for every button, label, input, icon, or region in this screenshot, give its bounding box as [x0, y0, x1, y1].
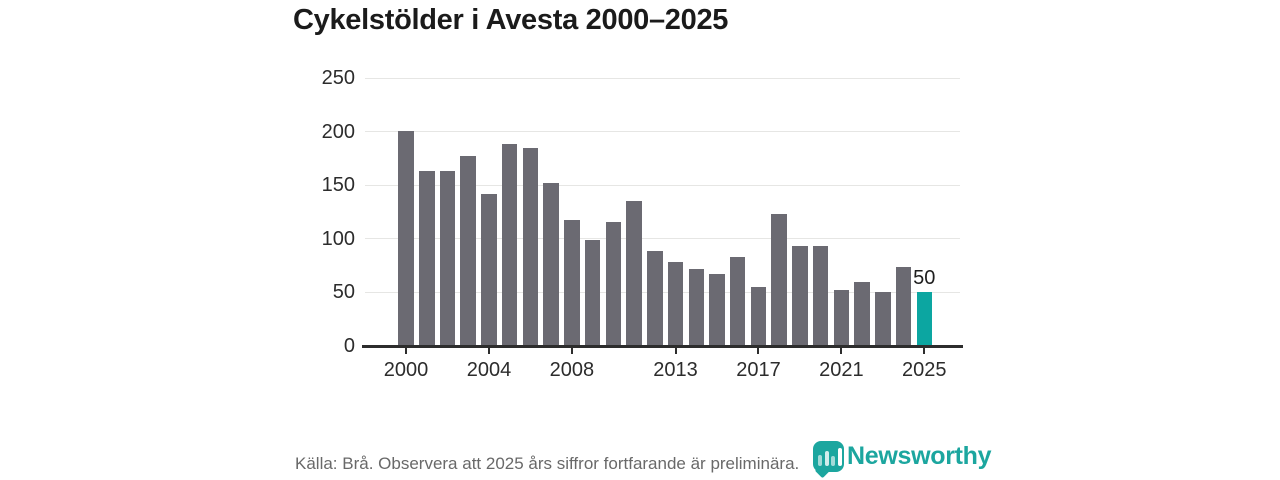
- newsworthy-chart-badge-icon: [813, 441, 844, 472]
- x-axis-tick: [405, 348, 408, 354]
- x-axis-label: 2017: [736, 359, 781, 381]
- x-axis-label: 2021: [819, 359, 864, 381]
- bar-2017: [750, 287, 767, 346]
- bar-2002: [439, 171, 456, 346]
- chart-title: Cykelstölder i Avesta 2000–2025: [293, 4, 729, 36]
- value-label-2025: 50: [913, 267, 936, 290]
- bar-2003: [460, 156, 476, 346]
- x-axis-label: 2000: [383, 359, 429, 381]
- x-axis-tick: [923, 348, 926, 354]
- y-axis-label: 50: [332, 281, 355, 304]
- y-axis-label: 200: [321, 120, 355, 143]
- bar-2023: [875, 292, 891, 346]
- bar-2021: [833, 290, 850, 346]
- source-note: Källa: Brå. Observera att 2025 års siffr…: [295, 454, 800, 473]
- bar-2020: [812, 246, 829, 346]
- y-axis-label: 250: [321, 67, 355, 89]
- bar-chart: 0 50 100 150 200 250 2000 2004 2008 2013 2017 2021 2…: [322, 67, 963, 381]
- bar-2014: [688, 268, 705, 346]
- bar-2009: [584, 239, 601, 346]
- logo-bar-icon: [831, 456, 835, 466]
- x-axis-label: 2004: [466, 359, 512, 381]
- bar-2025: [916, 292, 933, 346]
- bar-2010: [605, 221, 622, 346]
- y-axis-label: 0: [343, 335, 355, 357]
- y-axis-label: 100: [321, 227, 355, 250]
- newsworthy-wordmark: Newsworthy: [847, 442, 992, 470]
- x-axis-line: [362, 345, 963, 348]
- x-axis-tick: [570, 348, 573, 354]
- x-axis-label: 2008: [549, 359, 595, 381]
- x-axis-tick: [487, 348, 490, 354]
- bar-2006: [522, 147, 539, 346]
- x-axis-tick: [757, 348, 760, 354]
- bar-2011: [626, 201, 642, 346]
- bar-2001: [419, 171, 435, 346]
- gridline-100: [365, 238, 960, 240]
- bar-2019: [792, 246, 808, 346]
- x-axis-label: 2025: [902, 359, 947, 381]
- gridline-250: [365, 77, 960, 79]
- gridline-200: [365, 131, 960, 133]
- bar-2008: [564, 219, 580, 346]
- bar-2015: [709, 274, 725, 346]
- bar-2016: [729, 257, 746, 346]
- bar-2012: [647, 250, 663, 346]
- logo-bar-icon: [818, 455, 822, 466]
- bar-2024: [895, 266, 912, 346]
- bar-2004: [481, 193, 497, 346]
- logo-bar-icon: [837, 448, 842, 466]
- bar-2022: [854, 281, 870, 346]
- x-axis-label: 2013: [653, 359, 698, 381]
- x-axis-tick: [674, 348, 677, 354]
- bar-2007: [543, 183, 559, 346]
- bar-2000: [398, 130, 414, 346]
- x-axis-tick: [840, 348, 843, 354]
- logo-bar-icon: [824, 451, 829, 466]
- bar-2005: [501, 144, 518, 346]
- bar-2018: [771, 214, 787, 346]
- y-axis-label: 150: [321, 174, 355, 197]
- gridline-150: [365, 184, 960, 186]
- bar-2013: [667, 262, 684, 346]
- newsworthy-logo[interactable]: Newsworthy: [813, 441, 992, 472]
